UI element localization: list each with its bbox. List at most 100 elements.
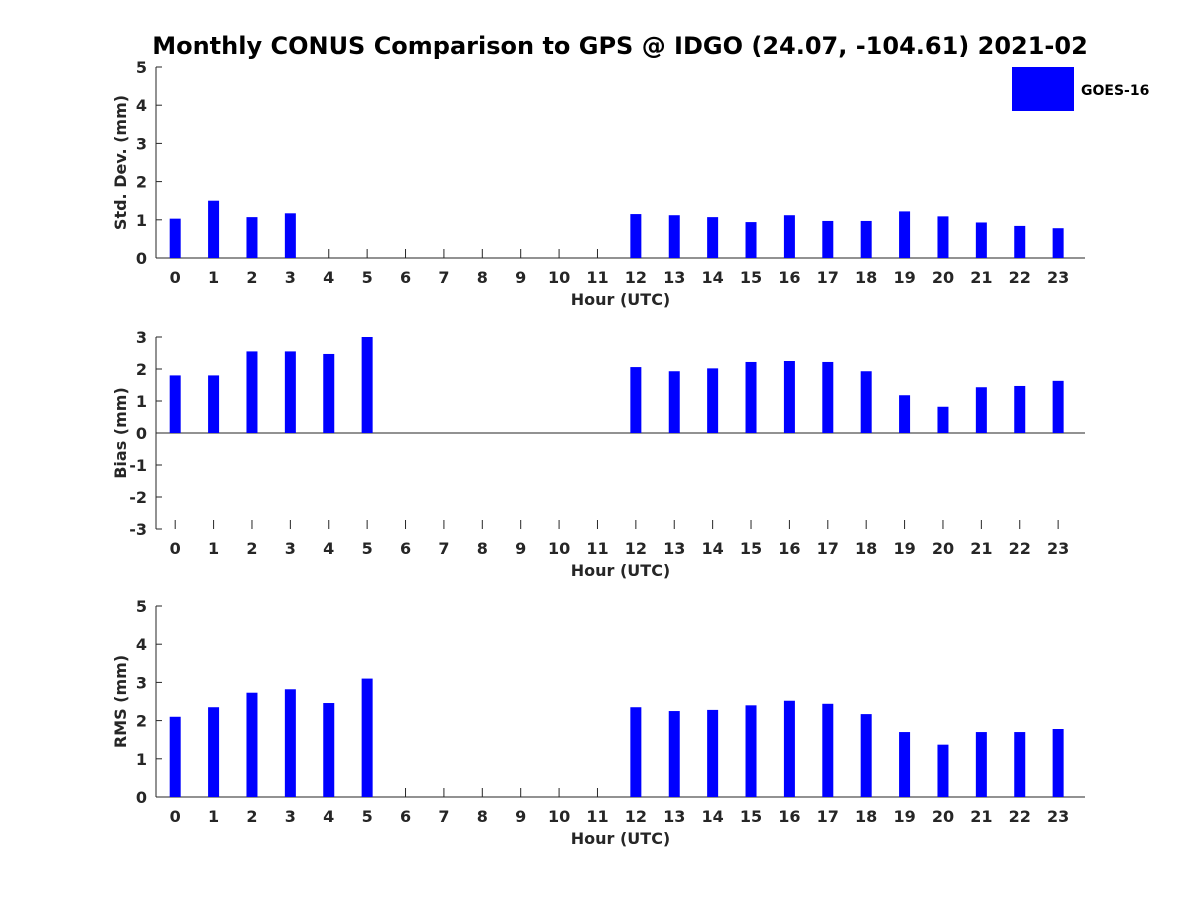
rms-x-tick-label: 19: [893, 807, 915, 826]
bias-x-tick-label: 15: [740, 539, 762, 558]
rms-bar: [284, 689, 296, 797]
bias-bar: [246, 351, 258, 433]
rms-x-tick-label: 16: [778, 807, 800, 826]
std-x-tick-label: 1: [208, 268, 219, 287]
bias-x-tick-label: 9: [515, 539, 526, 558]
rms-bar: [937, 744, 949, 797]
bias-bar: [975, 387, 987, 433]
rms-bar: [668, 711, 680, 797]
bias-x-tick-label: 2: [246, 539, 257, 558]
std-bar: [246, 217, 258, 258]
bias-x-tick-label: 18: [855, 539, 877, 558]
bias-x-tick-label: 11: [586, 539, 608, 558]
bias-x-tick-label: 5: [362, 539, 373, 558]
bias-y-tick-label: -3: [129, 520, 147, 539]
bias-bar: [707, 368, 719, 433]
std-x-tick-label: 4: [323, 268, 334, 287]
std-x-tick-label: 19: [893, 268, 915, 287]
rms-x-tick-label: 18: [855, 807, 877, 826]
bias-x-tick-label: 6: [400, 539, 411, 558]
std-x-tick-label: 16: [778, 268, 800, 287]
bias-y-axis-label: Bias (mm): [111, 387, 130, 479]
rms-bar: [745, 705, 757, 797]
bias-x-tick-label: 12: [625, 539, 647, 558]
std-x-tick-label: 7: [438, 268, 449, 287]
std-y-tick-label: 5: [136, 58, 147, 77]
std-bar: [783, 215, 795, 258]
std-x-tick-label: 9: [515, 268, 526, 287]
bias-x-tick-label: 3: [285, 539, 296, 558]
std-bar: [822, 220, 834, 258]
rms-bar: [323, 703, 335, 797]
bias-bar: [630, 367, 642, 433]
rms-x-tick-label: 22: [1009, 807, 1031, 826]
std-y-tick-label: 1: [136, 211, 147, 230]
rms-x-tick-label: 13: [663, 807, 685, 826]
legend-swatch: [1012, 67, 1074, 111]
rms-bar: [899, 732, 911, 797]
std-bar: [899, 211, 911, 258]
rms-x-tick-label: 2: [246, 807, 257, 826]
std-x-tick-label: 20: [932, 268, 954, 287]
std-y-tick-label: 3: [136, 134, 147, 153]
rms-bar: [169, 716, 181, 797]
rms-x-tick-label: 11: [586, 807, 608, 826]
rms-x-tick-label: 10: [548, 807, 570, 826]
bias-x-tick-label: 1: [208, 539, 219, 558]
bias-y-tick-label: -2: [129, 488, 147, 507]
rms-bar: [1014, 732, 1026, 797]
bias-bar: [668, 371, 680, 433]
bias-y-tick-label: 2: [136, 360, 147, 379]
bias-bar: [822, 361, 834, 433]
rms-x-tick-label: 12: [625, 807, 647, 826]
bias-bar: [783, 361, 795, 433]
rms-x-axis-label: Hour (UTC): [571, 829, 671, 848]
std-x-tick-label: 17: [817, 268, 839, 287]
chart-title: Monthly CONUS Comparison to GPS @ IDGO (…: [152, 32, 1088, 60]
rms-y-axis-label: RMS (mm): [111, 655, 130, 748]
bias-y-tick-label: -1: [129, 456, 147, 475]
rms-y-tick-label: 0: [136, 788, 147, 807]
std-bar: [284, 213, 296, 258]
bias-x-tick-label: 0: [170, 539, 181, 558]
bias-x-tick-label: 20: [932, 539, 954, 558]
bias-x-tick-label: 4: [323, 539, 334, 558]
rms-y-tick-label: 4: [136, 635, 147, 654]
rms-x-tick-label: 9: [515, 807, 526, 826]
rms-x-tick-label: 23: [1047, 807, 1069, 826]
bias-y-tick-label: 3: [136, 328, 147, 347]
bias-y-tick-label: 0: [136, 424, 147, 443]
legend: GOES-16: [1012, 67, 1149, 111]
std-x-tick-label: 12: [625, 268, 647, 287]
std-x-tick-label: 5: [362, 268, 373, 287]
rms-bar: [783, 700, 795, 797]
std-bar: [668, 215, 680, 258]
rms-x-tick-label: 7: [438, 807, 449, 826]
bias-bar: [284, 351, 296, 433]
bias-x-tick-label: 7: [438, 539, 449, 558]
rms-bar: [975, 732, 987, 797]
std-x-tick-label: 6: [400, 268, 411, 287]
std-x-axis-label: Hour (UTC): [571, 290, 671, 309]
bias-bar: [860, 371, 872, 433]
std-y-tick-label: 0: [136, 249, 147, 268]
bias-x-tick-label: 16: [778, 539, 800, 558]
std-y-axis-label: Std. Dev. (mm): [111, 95, 130, 230]
bias-x-tick-label: 19: [893, 539, 915, 558]
std-x-tick-label: 22: [1009, 268, 1031, 287]
std-bar: [208, 200, 220, 258]
bias-bar: [208, 375, 220, 433]
legend-label: GOES-16: [1081, 83, 1149, 99]
rms-y-tick-label: 5: [136, 597, 147, 616]
rms-bar: [246, 692, 258, 797]
std-x-tick-label: 15: [740, 268, 762, 287]
std-x-tick-label: 8: [477, 268, 488, 287]
bias-x-tick-label: 14: [701, 539, 723, 558]
rms-x-tick-label: 15: [740, 807, 762, 826]
std-bar: [169, 218, 181, 258]
bias-x-tick-label: 22: [1009, 539, 1031, 558]
std-x-tick-label: 18: [855, 268, 877, 287]
